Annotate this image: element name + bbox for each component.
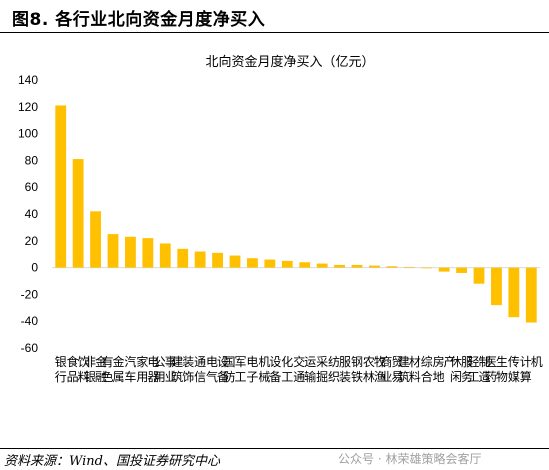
bar [316, 263, 328, 268]
figure-title: 图8. 各行业北向资金月度净买入 [12, 10, 266, 30]
top-rule [0, 32, 549, 33]
bars [55, 105, 537, 323]
watermark: 公众号 · 林荣雄策略会客厅 [338, 452, 482, 466]
bar [72, 159, 84, 268]
category-label: 汽车 [124, 354, 136, 384]
y-tick-label: 120 [18, 100, 38, 114]
category-label: 非银金融 [84, 354, 107, 384]
category-label: 农林牧渔 [363, 355, 386, 384]
y-tick-label: 20 [25, 234, 39, 248]
bar [194, 251, 206, 268]
y-axis: -60 -40 -20 0 20 40 60 80 100 120 140 [18, 73, 38, 355]
y-tick-label: 80 [25, 153, 39, 167]
bar [508, 267, 520, 318]
category-label: 化工 [281, 355, 293, 384]
bar [334, 264, 345, 268]
bar [281, 260, 293, 268]
category-label: 公用事业 [154, 355, 177, 384]
y-tick-label: 140 [18, 73, 38, 87]
category-label: 建筑装饰 [171, 355, 194, 384]
bar [421, 267, 433, 269]
bar [107, 234, 119, 268]
category-label: 采掘 [316, 355, 328, 384]
bar [125, 236, 136, 268]
y-tick-label: 100 [18, 127, 38, 141]
bar [525, 267, 537, 323]
bar [386, 266, 398, 268]
y-tick-label: 0 [31, 261, 38, 275]
bottom-rule [0, 448, 549, 449]
category-label: 医药生物 [485, 355, 508, 384]
y-tick-label: -40 [21, 314, 39, 328]
category-label: 电气设备 [206, 355, 229, 384]
category-label: 机械设备 [258, 355, 281, 384]
bar [264, 259, 276, 268]
bar [369, 265, 380, 268]
category-label: 计算机 [520, 355, 543, 384]
bar [351, 264, 363, 268]
category-label: 交通运输 [293, 354, 316, 384]
bar [438, 267, 450, 272]
category-label: 家用电器 [136, 354, 159, 384]
y-tick-label: 40 [25, 207, 39, 221]
bar [299, 262, 311, 268]
category-label: 综合 [421, 355, 433, 384]
chart-title: 北向资金月度净买入（亿元） [205, 54, 374, 70]
category-label: 休闲服务 [450, 355, 473, 384]
bar [229, 255, 241, 268]
bar [159, 243, 171, 268]
source-note: 资料来源：Wind、国投证券研究中心 [4, 454, 220, 469]
category-label: 传媒 [508, 354, 520, 384]
bar [456, 267, 467, 273]
bar [90, 211, 101, 268]
category-label: 电子 [246, 355, 258, 384]
category-label: 纺织服装 [328, 355, 351, 384]
category-label: 食品饮料 [67, 354, 90, 384]
bar [491, 267, 502, 306]
bar [212, 252, 223, 268]
category-label: 商业贸易 [380, 354, 403, 384]
category-label: 通信 [194, 355, 206, 384]
x-axis-labels: 银行食品饮料非银金融有色金属汽车家用电器公用事业建筑装饰通信电气设备国防军工电子… [55, 354, 543, 384]
y-tick-label: 60 [25, 180, 39, 194]
bar [247, 258, 258, 268]
bar [142, 238, 154, 268]
y-tick-label: -20 [21, 287, 39, 301]
bar [177, 248, 189, 268]
y-tick-label: -60 [21, 341, 39, 355]
bar [403, 266, 415, 268]
category-label: 国防军工 [223, 355, 246, 384]
bar [473, 267, 485, 284]
category-label: 轻工制造 [467, 355, 490, 384]
category-label: 建筑材料 [398, 355, 421, 384]
bar [55, 105, 67, 268]
category-label: 银行 [55, 355, 67, 384]
category-label: 钢铁 [351, 355, 363, 384]
category-label: 房地产 [433, 354, 456, 384]
category-label: 有色金属 [101, 354, 124, 384]
